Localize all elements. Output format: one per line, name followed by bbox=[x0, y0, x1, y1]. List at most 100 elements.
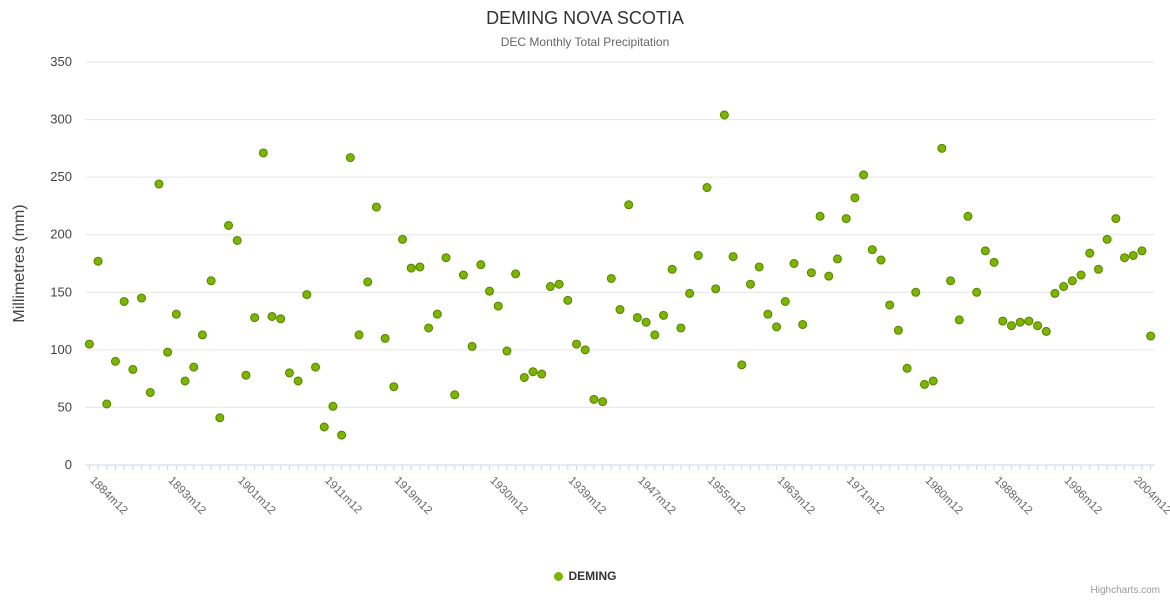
data-point[interactable] bbox=[1120, 253, 1130, 263]
data-point[interactable] bbox=[171, 309, 181, 319]
data-point[interactable] bbox=[772, 322, 782, 332]
data-point[interactable] bbox=[1137, 246, 1147, 256]
data-point[interactable] bbox=[1102, 234, 1112, 244]
data-point[interactable] bbox=[885, 300, 895, 310]
data-point[interactable] bbox=[824, 271, 834, 281]
data-point[interactable] bbox=[1085, 248, 1095, 258]
data-point[interactable] bbox=[919, 379, 929, 389]
data-point[interactable] bbox=[406, 263, 416, 273]
data-point[interactable] bbox=[606, 273, 616, 283]
data-point[interactable] bbox=[337, 430, 347, 440]
data-point[interactable] bbox=[702, 183, 712, 193]
data-point[interactable] bbox=[650, 330, 660, 340]
data-point[interactable] bbox=[137, 293, 147, 303]
data-point[interactable] bbox=[763, 309, 773, 319]
data-point[interactable] bbox=[832, 254, 842, 264]
data-point[interactable] bbox=[728, 252, 738, 262]
data-point[interactable] bbox=[450, 390, 460, 400]
data-point[interactable] bbox=[815, 211, 825, 221]
data-point[interactable] bbox=[859, 170, 869, 180]
data-point[interactable] bbox=[685, 288, 695, 298]
data-point[interactable] bbox=[1076, 270, 1086, 280]
data-point[interactable] bbox=[754, 262, 764, 272]
data-point[interactable] bbox=[1015, 317, 1025, 327]
data-point[interactable] bbox=[128, 364, 138, 374]
data-point[interactable] bbox=[293, 376, 303, 386]
data-point[interactable] bbox=[867, 245, 877, 255]
data-point[interactable] bbox=[615, 305, 625, 315]
data-point[interactable] bbox=[467, 341, 477, 351]
data-point[interactable] bbox=[598, 397, 608, 407]
data-point[interactable] bbox=[537, 369, 547, 379]
data-point[interactable] bbox=[893, 325, 903, 335]
data-point[interactable] bbox=[580, 345, 590, 355]
data-point[interactable] bbox=[250, 313, 260, 323]
data-point[interactable] bbox=[676, 323, 686, 333]
data-point[interactable] bbox=[441, 253, 451, 263]
data-point[interactable] bbox=[902, 363, 912, 373]
data-point[interactable] bbox=[572, 339, 582, 349]
data-point[interactable] bbox=[415, 262, 425, 272]
data-point[interactable] bbox=[589, 394, 599, 404]
data-point[interactable] bbox=[180, 376, 190, 386]
legend-item-deming[interactable]: DEMING bbox=[0, 569, 1170, 583]
data-point[interactable] bbox=[197, 330, 207, 340]
data-point[interactable] bbox=[119, 296, 129, 306]
data-point[interactable] bbox=[789, 259, 799, 268]
data-point[interactable] bbox=[911, 287, 921, 297]
data-point[interactable] bbox=[693, 250, 703, 260]
data-point[interactable] bbox=[989, 257, 999, 267]
data-point[interactable] bbox=[711, 284, 721, 294]
data-point[interactable] bbox=[806, 268, 816, 278]
data-point[interactable] bbox=[493, 301, 503, 311]
data-point[interactable] bbox=[84, 339, 94, 349]
data-point[interactable] bbox=[850, 193, 860, 203]
data-point[interactable] bbox=[163, 347, 173, 357]
data-point[interactable] bbox=[667, 264, 677, 274]
data-point[interactable] bbox=[624, 200, 634, 210]
data-point[interactable] bbox=[241, 370, 251, 380]
data-point[interactable] bbox=[502, 346, 512, 356]
data-point[interactable] bbox=[354, 330, 364, 340]
data-point[interactable] bbox=[1128, 250, 1138, 260]
data-point[interactable] bbox=[319, 422, 329, 432]
data-point[interactable] bbox=[519, 372, 529, 382]
data-point[interactable] bbox=[371, 202, 381, 212]
data-point[interactable] bbox=[154, 179, 164, 189]
data-point[interactable] bbox=[232, 235, 242, 245]
data-point[interactable] bbox=[928, 376, 938, 386]
data-point[interactable] bbox=[102, 399, 112, 409]
data-point[interactable] bbox=[424, 323, 434, 333]
data-point[interactable] bbox=[1093, 264, 1103, 274]
data-point[interactable] bbox=[389, 382, 399, 392]
data-point[interactable] bbox=[110, 356, 120, 366]
data-point[interactable] bbox=[745, 279, 755, 289]
data-point[interactable] bbox=[284, 368, 294, 378]
data-point[interactable] bbox=[1146, 331, 1156, 341]
data-point[interactable] bbox=[189, 362, 199, 372]
data-point[interactable] bbox=[311, 362, 321, 372]
data-point[interactable] bbox=[963, 211, 973, 221]
data-point[interactable] bbox=[1059, 282, 1069, 292]
data-point[interactable] bbox=[215, 413, 225, 423]
data-point[interactable] bbox=[267, 311, 277, 321]
data-point[interactable] bbox=[632, 313, 642, 323]
data-point[interactable] bbox=[876, 255, 886, 265]
data-point[interactable] bbox=[258, 148, 268, 158]
data-point[interactable] bbox=[93, 256, 103, 266]
data-point[interactable] bbox=[1067, 276, 1077, 286]
data-point[interactable] bbox=[458, 270, 468, 280]
data-point[interactable] bbox=[328, 401, 338, 411]
data-point[interactable] bbox=[206, 276, 216, 286]
data-point[interactable] bbox=[937, 143, 947, 153]
data-point[interactable] bbox=[946, 276, 956, 286]
data-point[interactable] bbox=[545, 282, 555, 292]
data-point[interactable] bbox=[780, 296, 790, 306]
data-point[interactable] bbox=[476, 260, 486, 270]
data-point[interactable] bbox=[380, 333, 390, 343]
data-point[interactable] bbox=[1111, 214, 1121, 224]
data-point[interactable] bbox=[563, 295, 573, 305]
data-point[interactable] bbox=[398, 234, 408, 244]
data-point[interactable] bbox=[1006, 321, 1016, 331]
data-point[interactable] bbox=[798, 320, 808, 330]
